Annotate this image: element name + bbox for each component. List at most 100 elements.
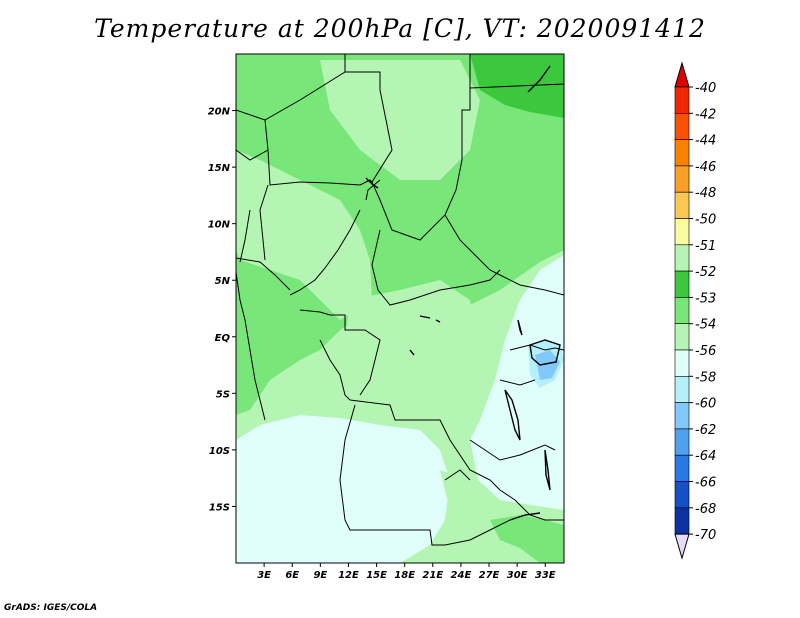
border-line [469, 439, 556, 461]
field-band-53-southeast [490, 515, 564, 563]
colorbar-swatch [674, 270, 690, 298]
border-line [499, 379, 536, 386]
lon-tick-label: 21E [422, 570, 443, 581]
colorbar-label: -51 [695, 239, 716, 254]
border-line [330, 314, 381, 396]
lon-tick-label: 24E [451, 570, 472, 581]
colorbar-label: -40 [695, 81, 716, 96]
colorbar-label: -64 [695, 449, 716, 464]
lake-small [409, 315, 441, 356]
colorbar-label: -50 [695, 213, 716, 228]
colorbar-swatch [674, 165, 690, 193]
colorbar-swatch [674, 113, 690, 140]
border-line [289, 209, 361, 296]
border-line [299, 309, 331, 316]
colorbar-label: -60 [695, 397, 716, 412]
border-line [236, 257, 291, 291]
colorbar-swatch [674, 139, 690, 167]
colorbar-swatch [674, 454, 690, 482]
colorbar-swatch [674, 323, 690, 351]
colorbar-swatch [674, 244, 690, 272]
lake-victoria [529, 339, 561, 366]
chart-title: Temperature at 200hPa [C], VT: 202009141… [94, 14, 706, 43]
colorbar-swatch [674, 481, 690, 509]
lat-tick-label: 5N [215, 276, 231, 287]
colorbar-label: -66 [695, 476, 716, 491]
lake-outlines [365, 65, 561, 521]
colorbar-swatch [674, 297, 690, 324]
colorbar-label: -68 [695, 502, 716, 517]
temperature-field [236, 54, 564, 563]
colorbar-swatch [674, 191, 690, 219]
border-line [371, 229, 501, 306]
lon-tick-label: 3E [257, 570, 271, 581]
colorbar-swatch [674, 428, 690, 456]
lat-tick-label: 15S [209, 502, 230, 513]
colorbar-swatch [674, 349, 690, 377]
map-frame [235, 53, 565, 564]
lake-malawi [544, 449, 551, 491]
latitude-axis: 20N 15N 10N 5N EQ 5S 10S 15S [208, 107, 236, 513]
border-line [339, 404, 511, 546]
colorbar-swatch [674, 402, 690, 430]
colorbar-label: -56 [695, 344, 716, 359]
lake-kariba [509, 512, 541, 521]
border-line [365, 179, 381, 201]
field-band-56-east [470, 255, 564, 510]
border-line [509, 344, 564, 351]
country-borders [236, 54, 564, 546]
border-line [239, 209, 251, 263]
colorbar-label: -42 [695, 107, 716, 122]
lon-tick-label: 9E [313, 570, 327, 581]
lake-albert [517, 319, 523, 336]
colorbar-swatch [674, 507, 690, 535]
colorbar-top-arrow [674, 61, 690, 88]
colorbar-bottom-arrow [674, 533, 690, 560]
lat-tick-label: 5S [216, 389, 230, 400]
colorbar-label: -58 [695, 370, 716, 385]
field-band-54-congo [340, 280, 480, 410]
colorbar-label: -53 [695, 291, 716, 306]
lat-tick-label: 15N [208, 163, 231, 174]
lon-tick-label: 30E [507, 570, 528, 581]
field-band-56-southwest [236, 415, 450, 563]
border-line [236, 271, 266, 421]
colorbar-label: -44 [695, 134, 716, 149]
field-band-53-north [236, 54, 564, 415]
lake-red-sea-coast [527, 65, 551, 93]
colorbar-swatch [674, 218, 690, 246]
border-line [319, 339, 351, 401]
colorbar-swatch [674, 86, 690, 114]
border-line [259, 184, 269, 261]
lat-tick-label: 20N [208, 107, 231, 118]
border-line [236, 109, 266, 121]
field-band-54-interior [236, 150, 372, 320]
lake-chad [365, 177, 379, 189]
colorbar-label: -54 [695, 318, 716, 333]
grads-credit: GrADS: IGES/COLA [4, 603, 98, 613]
lon-tick-label: 12E [338, 570, 359, 581]
lon-tick-label: 18E [394, 570, 415, 581]
colorbar: -40 -42 -44 -46 -48 -50 -51 -52 -53 -54 -56 -58 -60 -… [674, 61, 716, 560]
colorbar-label: -46 [695, 160, 716, 175]
border-line [469, 83, 564, 89]
colorbar-swatch [674, 375, 690, 403]
colorbar-label: -62 [695, 423, 716, 438]
colorbar-label: -48 [695, 186, 716, 201]
field-band-54-sahel [320, 60, 480, 180]
lat-tick-label: 10S [209, 446, 230, 457]
border-line [444, 469, 471, 481]
lon-tick-label: 33E [535, 570, 556, 581]
lon-tick-label: 27E [479, 570, 500, 581]
lake-tanganyika [504, 389, 521, 441]
lat-tick-label: EQ [215, 333, 231, 344]
border-line [499, 274, 564, 296]
lat-tick-label: 10N [208, 220, 231, 231]
border-line [349, 399, 501, 491]
lon-tick-label: 6E [285, 570, 299, 581]
colorbar-label: -70 [695, 528, 716, 543]
field-patch-60-lake [535, 350, 560, 380]
colorbar-label: -52 [695, 265, 716, 280]
lon-tick-label: 15E [366, 570, 387, 581]
